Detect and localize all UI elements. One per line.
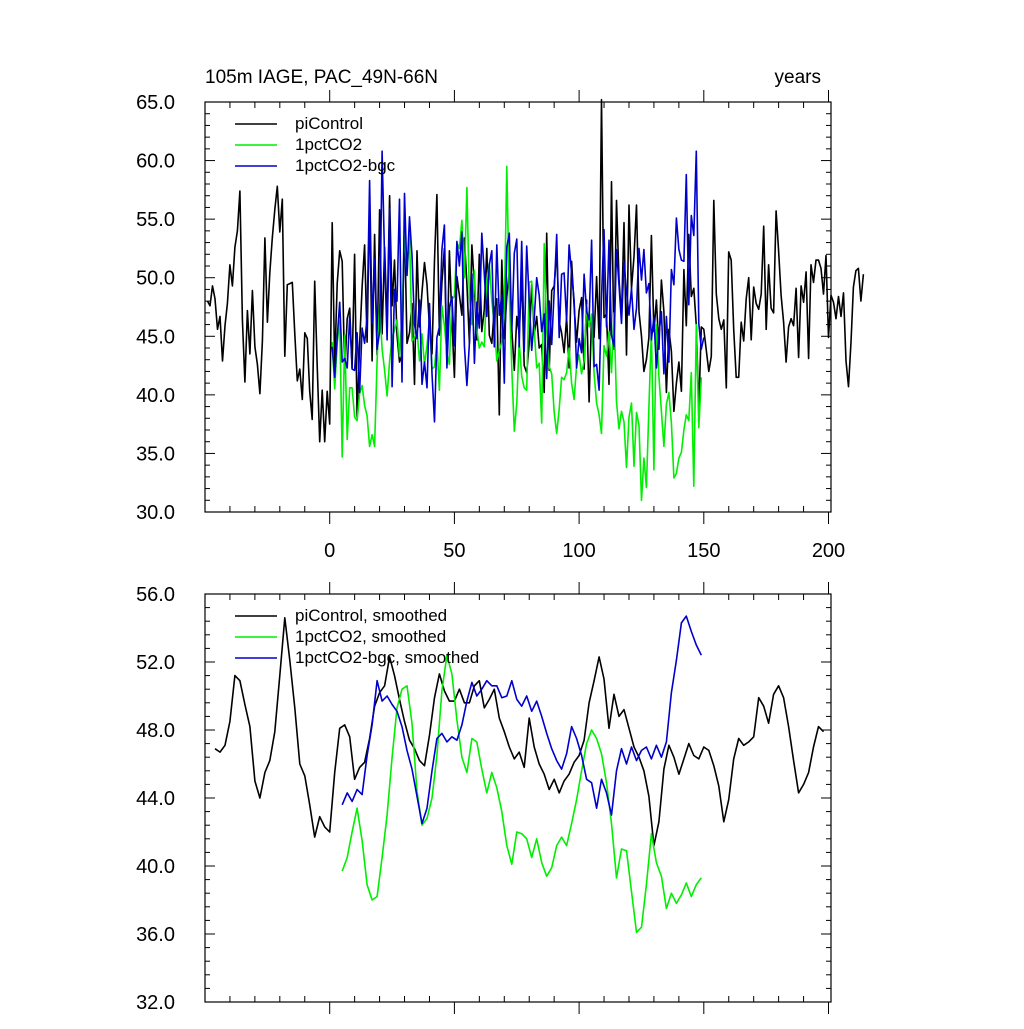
chart-units-label: years bbox=[775, 67, 821, 88]
series-line-piControl bbox=[206, 98, 865, 443]
y-tick-label: 55.0 bbox=[136, 209, 175, 231]
y-tick-label: 44.0 bbox=[136, 788, 175, 810]
chart-panel-1: 30.0 35.0 40.0 45.0 50.0 55.0 60.0 65.0 0 50 100 15… bbox=[136, 67, 865, 562]
y-tick-label: 56.0 bbox=[136, 584, 175, 606]
x-tick-label: 0 bbox=[324, 540, 335, 562]
series-line-1pctCO2-bgc bbox=[341, 615, 703, 825]
series-line-1pctCO2-bgc bbox=[331, 150, 705, 423]
legend-label: 1pctCO2, smoothed bbox=[295, 627, 446, 646]
legend-label: 1pctCO2 bbox=[295, 135, 362, 154]
y-tick-label: 40.0 bbox=[136, 856, 175, 878]
y-tick-label: 50.0 bbox=[136, 268, 175, 290]
x-tick-label: 200 bbox=[812, 540, 845, 562]
y-tick-label: 40.0 bbox=[136, 385, 175, 407]
y-tick-label: 45.0 bbox=[136, 326, 175, 348]
legend-label: 1pctCO2-bgc bbox=[295, 156, 396, 175]
y-tick-label: 52.0 bbox=[136, 652, 175, 674]
y-tick-label: 65.0 bbox=[136, 92, 175, 114]
x-tick-label: 100 bbox=[562, 540, 595, 562]
x-tick-label: 150 bbox=[687, 540, 720, 562]
y-tick-label: 32.0 bbox=[136, 992, 175, 1014]
legend-label: piControl bbox=[295, 114, 363, 133]
y-tick-label: 35.0 bbox=[136, 443, 175, 465]
series-line-piControl bbox=[214, 616, 825, 847]
legend-label: 1pctCO2-bgc, smoothed bbox=[295, 648, 479, 667]
y-tick-label: 48.0 bbox=[136, 720, 175, 742]
y-tick-label: 36.0 bbox=[136, 924, 175, 946]
chart-panel-2: 32.0 36.0 40.0 44.0 48.0 52.0 56.0 piControl, s… bbox=[136, 582, 832, 1014]
x-tick-label: 50 bbox=[443, 540, 465, 562]
y-tick-label: 30.0 bbox=[136, 502, 175, 524]
legend-label: piControl, smoothed bbox=[295, 606, 447, 625]
chart-title: 105m IAGE, PAC_49N-66N bbox=[205, 67, 438, 88]
y-tick-label: 60.0 bbox=[136, 151, 175, 173]
series-line-1pctCO2 bbox=[341, 654, 702, 934]
